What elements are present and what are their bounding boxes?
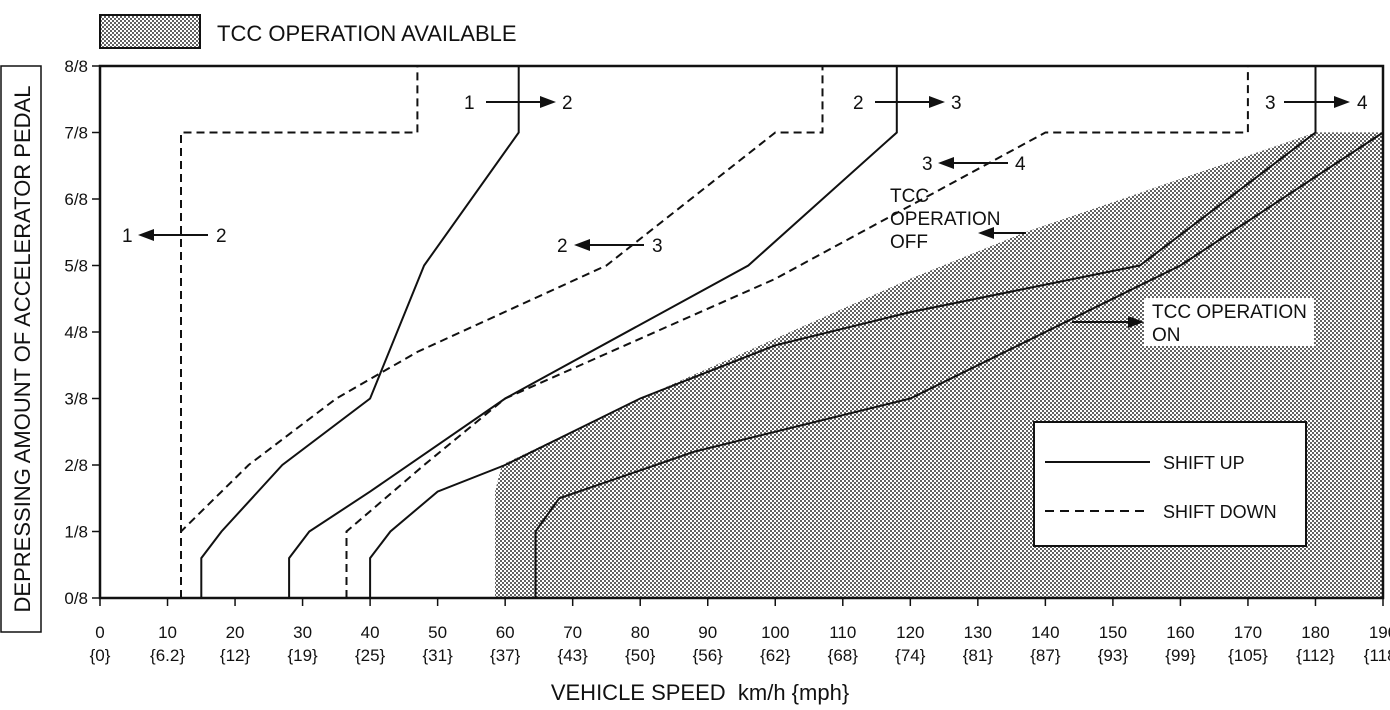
x-tick-label: 100 — [761, 623, 789, 642]
y-tick-label: 2/8 — [64, 456, 88, 475]
annotation-up-2-3: 2 3 — [853, 93, 962, 114]
legend-box — [1033, 421, 1307, 547]
x-tick-label-mph: {37} — [490, 646, 521, 665]
x-tick-label-mph: {50} — [625, 646, 656, 665]
x-tick-label: 140 — [1031, 623, 1059, 642]
annotation-down-3-4-to: 4 — [1015, 154, 1026, 175]
annotation-down-1-2-from: 1 — [122, 226, 133, 247]
x-tick-label: 170 — [1234, 623, 1262, 642]
x-tick-label-mph: {62} — [760, 646, 791, 665]
tcc-legend-swatch — [99, 14, 201, 49]
annotation-up-3-4-from: 3 — [1265, 93, 1276, 114]
x-tick-label: 50 — [428, 623, 447, 642]
x-tick-label: 90 — [698, 623, 717, 642]
x-tick-label-mph: {99} — [1165, 646, 1196, 665]
annotation-tcc-on: TCC OPERATION ON — [1072, 298, 1314, 346]
annotation-up-3-4: 3 4 — [1265, 93, 1368, 114]
x-tick-label-mph: {0} — [90, 646, 111, 665]
x-tick-label-mph: {105} — [1228, 646, 1268, 665]
x-tick-label-mph: {118} — [1364, 646, 1390, 665]
x-tick-label: 80 — [631, 623, 650, 642]
annotation-up-1-2-to: 2 — [562, 93, 573, 114]
x-tick-label-mph: {112} — [1296, 646, 1335, 665]
y-axis-label: DEPRESSING AMOUNT OF ACCELERATOR PEDAL — [10, 86, 35, 613]
x-tick-label: 60 — [496, 623, 515, 642]
legend-shift-down-label: SHIFT DOWN — [1163, 502, 1277, 522]
x-tick-label-mph: {19} — [287, 646, 318, 665]
x-tick-label: 40 — [361, 623, 380, 642]
tcc-on-line-1: TCC OPERATION — [1152, 302, 1307, 323]
x-tick-label: 130 — [964, 623, 992, 642]
y-tick-label: 1/8 — [64, 523, 88, 542]
x-tick-label-mph: {25} — [355, 646, 386, 665]
annotation-down-2-3-to: 3 — [652, 236, 663, 257]
x-tick-label-mph: {81} — [963, 646, 994, 665]
series-layer — [180, 66, 1384, 598]
x-tick-label: 70 — [563, 623, 582, 642]
series-line-up-7 — [534, 131, 1384, 598]
x-tick-label: 10 — [158, 623, 177, 642]
x-axis-ticks: 0 {0} 10 {6.2} 20 {12} 30 {19} 40 {25} 50 {31} 60 {37… — [90, 598, 1390, 665]
x-tick-label-mph: {43} — [558, 646, 589, 665]
tcc-on-line-2: ON — [1152, 325, 1181, 346]
y-tick-label: 0/8 — [64, 589, 88, 608]
y-tick-label: 5/8 — [64, 257, 88, 276]
annotation-up-1-2-from: 1 — [464, 93, 475, 114]
x-tick-label: 160 — [1166, 623, 1194, 642]
series-line-up-1 — [200, 66, 520, 598]
y-axis-ticks: 0/8 1/8 2/8 3/8 4/8 5/8 6/8 7/8 8/8 — [64, 57, 100, 608]
tcc-legend-label: TCC OPERATION AVAILABLE — [217, 21, 517, 46]
x-tick-label: 0 — [95, 623, 104, 642]
y-tick-label: 7/8 — [64, 124, 88, 143]
annotation-down-2-3-from: 2 — [557, 236, 568, 257]
annotation-down-1-2: 1 2 — [122, 226, 227, 247]
series-line-up-5 — [369, 66, 1317, 598]
tcc-off-line-3: OFF — [890, 232, 928, 253]
annotation-up-2-3-to: 3 — [951, 93, 962, 114]
annotation-down-3-4-from: 3 — [922, 154, 933, 175]
x-tick-label: 190 — [1369, 623, 1390, 642]
x-tick-label-mph: {74} — [895, 646, 926, 665]
x-axis-label: VEHICLE SPEED km/h {mph} — [551, 680, 849, 705]
annotation-tcc-off: TCC OPERATION OFF — [890, 186, 1026, 253]
annotation-up-3-4-to: 4 — [1357, 93, 1368, 114]
x-tick-label-mph: {6.2} — [150, 646, 185, 665]
x-tick-label-mph: {93} — [1098, 646, 1129, 665]
x-tick-label-mph: {12} — [220, 646, 251, 665]
x-tick-label-mph: {68} — [828, 646, 859, 665]
annotation-down-1-2-to: 2 — [216, 226, 227, 247]
x-tick-label: 150 — [1099, 623, 1127, 642]
x-tick-label: 20 — [226, 623, 245, 642]
tcc-off-line-2: OPERATION — [890, 209, 1001, 230]
annotation-up-2-3-from: 2 — [853, 93, 864, 114]
annotation-up-1-2: 1 2 — [464, 93, 573, 114]
y-tick-label: 3/8 — [64, 390, 88, 409]
x-tick-label-mph: {87} — [1030, 646, 1061, 665]
legend: SHIFT UP SHIFT DOWN — [1033, 421, 1307, 547]
x-tick-label-mph: {56} — [693, 646, 724, 665]
annotation-down-3-4: 3 4 — [922, 154, 1026, 175]
y-tick-label: 8/8 — [64, 57, 88, 76]
annotation-down-2-3: 2 3 — [557, 236, 663, 257]
series-line-down-2 — [180, 66, 824, 598]
series-line-down-4 — [180, 66, 419, 598]
series-line-down-6 — [345, 66, 1249, 598]
legend-shift-up-label: SHIFT UP — [1163, 453, 1245, 473]
x-tick-label: 180 — [1301, 623, 1329, 642]
x-tick-label: 30 — [293, 623, 312, 642]
x-tick-label-mph: {31} — [422, 646, 453, 665]
x-tick-label: 110 — [829, 623, 856, 642]
x-tick-label: 120 — [896, 623, 924, 642]
y-tick-label: 4/8 — [64, 323, 88, 342]
tcc-off-line-1: TCC — [890, 186, 929, 207]
series-line-up-3 — [288, 66, 898, 598]
y-tick-label: 6/8 — [64, 190, 88, 209]
y-axis-label-box — [0, 65, 42, 633]
